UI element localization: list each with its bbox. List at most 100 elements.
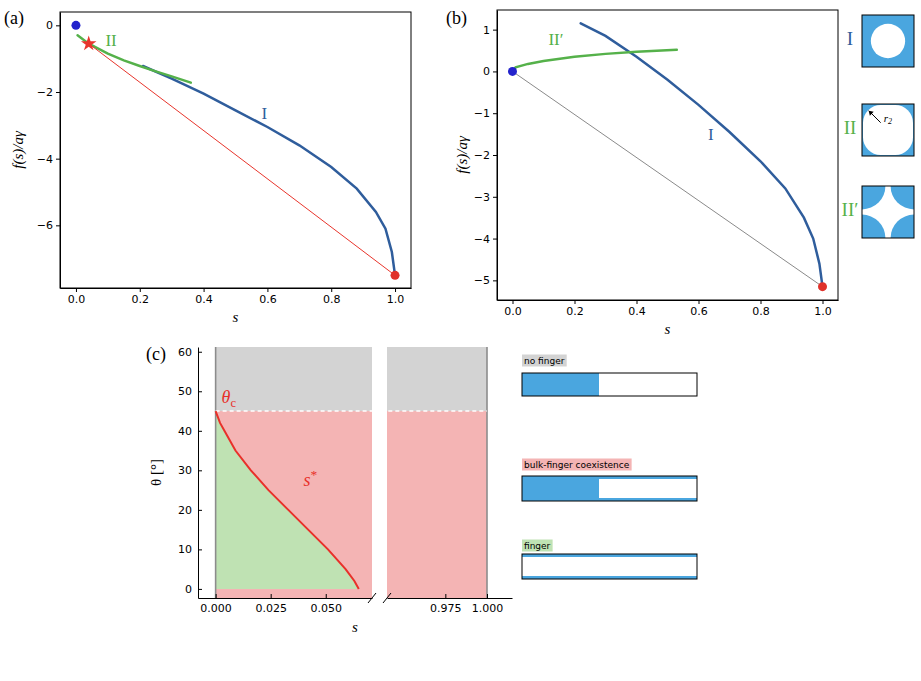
tick-label: 0.6 xyxy=(690,305,708,318)
tick-mark xyxy=(271,594,272,598)
fluid-corner xyxy=(891,215,914,238)
channel-frame xyxy=(522,373,697,396)
curve xyxy=(89,44,395,276)
channel-frame xyxy=(522,476,697,501)
y-axis: 10−1−2−3−4−5 xyxy=(474,11,498,301)
plot-frame xyxy=(497,10,838,300)
axis-break xyxy=(368,593,376,603)
annotation: s* xyxy=(303,467,317,490)
tick: 50 xyxy=(178,385,202,398)
tick-mark xyxy=(76,288,77,292)
annotation-text: I xyxy=(261,104,267,123)
key-label: finger xyxy=(524,541,551,551)
tick-mark xyxy=(198,549,202,550)
fluid-corner xyxy=(891,186,914,209)
fluid-corner xyxy=(862,215,885,238)
x-axis: 0.00.20.40.60.81.0 xyxy=(498,300,839,318)
figure-svg: 0.00.20.40.60.81.00−2−4−6IIIsf(s)/aγ(a)0… xyxy=(0,0,921,681)
tick-mark xyxy=(445,594,446,598)
x-axis: 0.0000.0250.050 xyxy=(199,594,373,615)
tick-label: −4 xyxy=(37,153,53,166)
tick-label: 0.975 xyxy=(430,602,462,615)
x-axis-title: s xyxy=(352,619,358,635)
bubble xyxy=(871,24,905,58)
tick-mark xyxy=(637,300,638,304)
channel-bulk xyxy=(522,476,599,501)
annotation: θc xyxy=(222,387,237,409)
schematic-label: I xyxy=(847,28,853,49)
panel-label: (c) xyxy=(146,344,166,365)
tick: 10 xyxy=(178,543,202,556)
tick: 0 xyxy=(46,19,60,32)
key-swatch xyxy=(522,355,567,367)
tick-label: 20 xyxy=(178,504,192,517)
tick: 20 xyxy=(178,504,202,517)
tick-label: 0 xyxy=(483,65,490,78)
tick-mark xyxy=(56,25,60,26)
threshold-line xyxy=(216,410,372,412)
tick-label: 1 xyxy=(483,24,490,37)
annotation: II′ xyxy=(548,30,563,49)
reference-line xyxy=(486,347,488,598)
point xyxy=(81,35,97,50)
annotation: I xyxy=(708,125,714,144)
point xyxy=(508,67,517,76)
radius-arrow xyxy=(869,111,881,123)
curve xyxy=(78,35,191,82)
tick-mark xyxy=(56,159,60,160)
tick-mark xyxy=(198,470,202,471)
schematic-label: II′ xyxy=(842,199,859,220)
y-axis: 0102030405060 xyxy=(178,346,202,599)
radius-label: r2 xyxy=(884,112,892,126)
fluid xyxy=(862,104,914,156)
radius-label-sub: 2 xyxy=(888,117,892,126)
key-item: finger xyxy=(522,540,697,580)
axis-line xyxy=(61,288,412,289)
region-no-finger xyxy=(387,347,487,411)
tick-label: 0.0 xyxy=(504,305,522,318)
tick-mark xyxy=(331,288,332,292)
tick: 0.2 xyxy=(132,288,150,306)
region-coexistence xyxy=(216,411,372,598)
x-axis-title: s xyxy=(665,321,671,337)
schematic-body xyxy=(862,15,914,67)
tick: 1 xyxy=(483,24,497,37)
region-coexistence xyxy=(387,411,487,598)
tick: 1.0 xyxy=(814,300,832,318)
tick-mark xyxy=(198,589,202,590)
tick-label: 50 xyxy=(178,385,192,398)
schematic: I xyxy=(847,15,914,67)
tick-mark xyxy=(56,92,60,93)
tick: −6 xyxy=(37,219,60,232)
tick: 0.6 xyxy=(690,300,708,318)
panel: 0.00.20.40.60.81.00−2−4−6IIIsf(s)/aγ(a) xyxy=(4,8,412,325)
point xyxy=(818,282,827,291)
tick-label: 10 xyxy=(178,543,192,556)
tick: 1.0 xyxy=(387,288,405,306)
tick-mark xyxy=(198,431,202,432)
tick-mark xyxy=(493,71,497,72)
tick-mark xyxy=(493,239,497,240)
tick: −4 xyxy=(474,233,497,246)
annotation-text: II′ xyxy=(548,30,563,49)
x-axis: 0.00.20.40.60.81.0 xyxy=(61,288,412,306)
tick: −2 xyxy=(37,86,60,99)
annotation-text: I xyxy=(708,125,714,144)
tick-mark xyxy=(487,594,488,598)
tick-mark xyxy=(198,391,202,392)
tick: −5 xyxy=(474,274,497,287)
tick-mark xyxy=(198,510,202,511)
tick-label: 1.0 xyxy=(814,305,832,318)
key-label: bulk-finger coexistence xyxy=(524,460,630,470)
axis-line xyxy=(199,598,373,599)
tick-mark xyxy=(204,288,205,292)
tick-label: 0.4 xyxy=(195,293,213,306)
tick-mark xyxy=(575,300,576,304)
tick: 0.025 xyxy=(255,594,287,615)
tick: 0.000 xyxy=(200,594,232,615)
tick-mark xyxy=(493,280,497,281)
region-finger xyxy=(216,411,359,589)
curve xyxy=(581,23,823,286)
tick: 0.0 xyxy=(68,288,86,306)
y-axis: 0 −2 −4 −6 xyxy=(37,13,61,289)
